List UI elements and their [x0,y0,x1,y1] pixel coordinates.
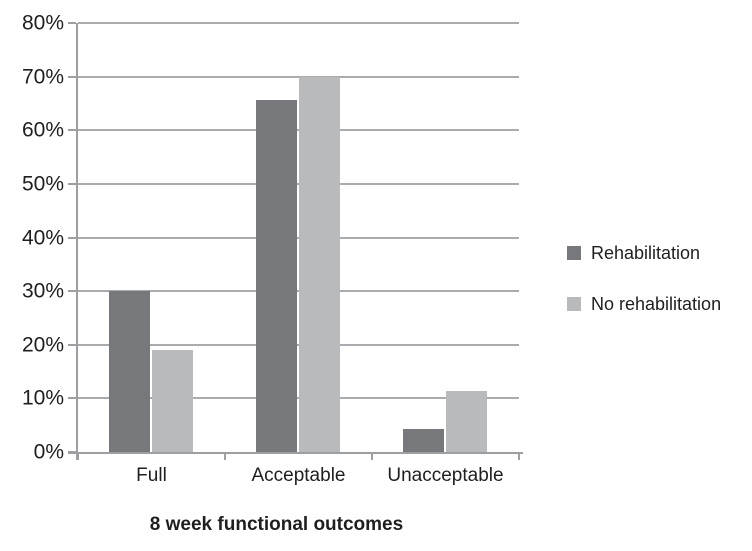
y-axis-tick [68,397,76,400]
legend-label: Rehabilitation [591,242,701,263]
y-axis-tick [68,290,76,293]
gridline [78,22,519,24]
y-axis-line [76,23,78,460]
bar-no-rehabilitation [299,76,341,452]
gridline [78,343,519,346]
x-axis-tick [223,452,226,460]
y-axis-tick [68,129,76,132]
y-axis-tick-label: 30% [21,279,64,303]
y-axis-tick [68,22,76,24]
y-axis-tick-label: 10% [21,386,64,410]
legend-swatch-icon [567,297,581,311]
x-axis-tick [77,452,79,460]
y-axis-tick-label: 80% [21,11,64,35]
bar-rehabilitation [109,291,151,452]
y-axis-tick [68,343,76,346]
gridline [78,397,519,400]
y-axis-tick [68,451,76,453]
legend: Rehabilitation No rehabilitation [567,243,721,345]
legend-entry: Rehabilitation [567,243,721,263]
gridline [78,75,519,78]
y-axis-labels: 0% 10% 20% 30% 40% 50% 60% 70% 80% [0,13,64,463]
gridline [78,236,519,239]
x-axis-title: 8 week functional outcomes [149,514,404,535]
x-axis-category-label: Full [136,465,167,486]
bar-no-rehabilitation [152,350,194,452]
legend-swatch-icon [567,246,581,260]
bar-no-rehabilitation [446,390,488,452]
x-axis-category-label: Acceptable [251,465,346,486]
bar-group: Full [78,23,225,486]
y-axis-tick-label: 70% [21,65,64,89]
gridline [78,129,519,132]
x-axis-category-label: Unacceptable [387,465,504,486]
x-axis-tick [370,452,373,460]
y-axis-tick [68,75,76,78]
legend-label: No rehabilitation [591,293,722,314]
y-axis-tick-label: 40% [21,226,64,249]
bar-group: Unacceptable [372,23,519,486]
bar-group: Acceptable [225,23,372,486]
gridline [78,182,519,185]
bar-rehabilitation [256,99,298,452]
y-axis-tick-label: 50% [21,172,64,196]
gridline [78,290,519,293]
x-axis-tick [518,452,520,460]
y-axis-tick-label: 60% [21,118,64,142]
y-axis-tick [68,236,76,239]
y-axis-tick [68,182,76,185]
bar-rehabilitation [403,428,445,452]
legend-entry: No rehabilitation [567,294,721,314]
y-axis-tick-label: 20% [21,333,64,357]
y-axis-tick-label: 0% [33,440,64,464]
plot-area: Full Acceptable Unacceptable [68,22,523,486]
x-axis-line [68,452,523,454]
